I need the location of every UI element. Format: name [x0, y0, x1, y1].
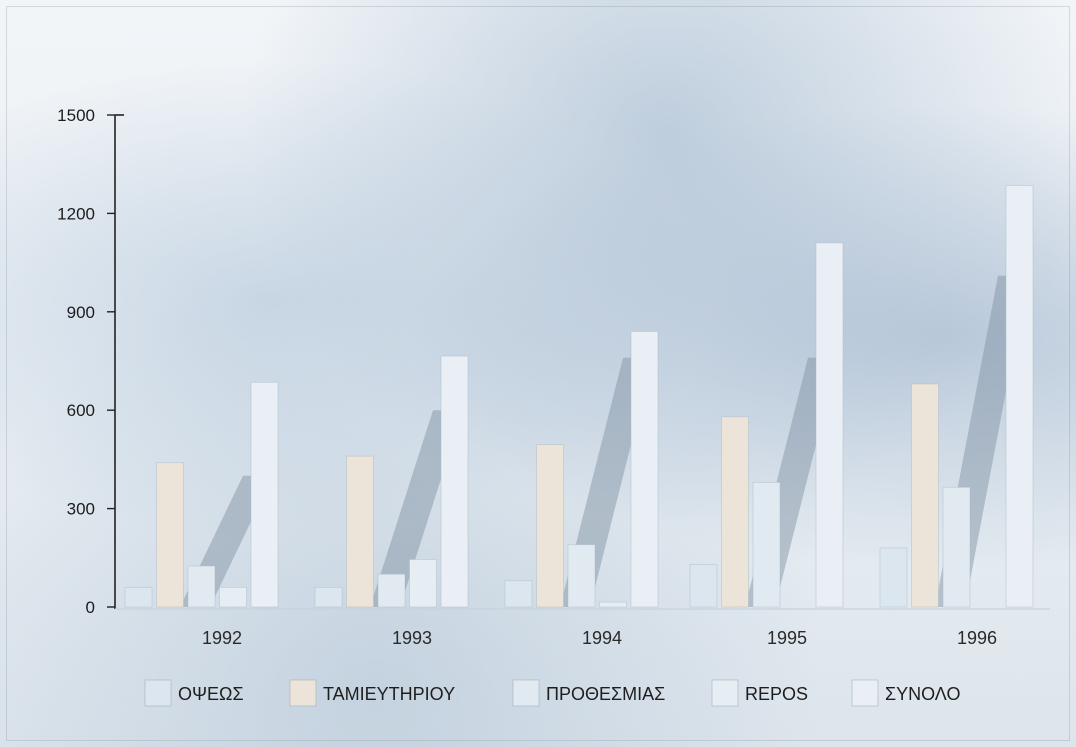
legend-label: ΣΥΝΟΛΟ [885, 684, 960, 704]
legend-label: ΟΨΕΩΣ [178, 684, 244, 704]
legend: ΟΨΕΩΣ ΤΑΜΙΕΥΤΗΡΙΟΥ ΠΡΟΘΕΣΜΙΑΣ REPOS ΣΥΝΟΛΟ [144, 679, 960, 707]
bar [124, 586, 153, 608]
legend-label: ΠΡΟΘΕΣΜΙΑΣ [546, 684, 665, 704]
y-axis: 0 300 600 900 1200 1500 [57, 106, 1050, 617]
legend-swatch [851, 679, 879, 707]
legend-label: REPOS [745, 684, 808, 704]
bar [219, 586, 247, 608]
bar [630, 331, 659, 608]
x-tick-label: 1995 [767, 628, 807, 648]
bar [567, 544, 596, 608]
bar [752, 481, 781, 608]
y-tick-label: 600 [67, 401, 95, 420]
bar [504, 580, 533, 608]
bar [721, 416, 749, 608]
bar [250, 381, 279, 608]
bar [440, 355, 469, 608]
page-border [6, 6, 1070, 741]
y-tick-label: 300 [67, 500, 95, 519]
y-tick-label: 900 [67, 303, 95, 322]
bar [942, 486, 971, 608]
bar [599, 601, 627, 608]
legend-swatch [144, 679, 172, 707]
bar [346, 455, 374, 608]
x-tick-label: 1994 [582, 628, 622, 648]
bar [156, 462, 184, 608]
x-tick-label: 1993 [392, 628, 432, 648]
bar [409, 559, 437, 608]
legend-swatch [512, 679, 540, 707]
bar [536, 444, 564, 608]
bar [187, 565, 216, 608]
legend-label: ΤΑΜΙΕΥΤΗΡΙΟΥ [323, 684, 455, 704]
x-tick-label: 1992 [202, 628, 242, 648]
bar [314, 586, 343, 608]
y-tick-label: 1200 [57, 204, 95, 223]
y-tick-label: 0 [86, 598, 95, 617]
x-tick-label: 1996 [957, 628, 997, 648]
x-axis-labels: 1992 1993 1994 1995 1996 [202, 628, 997, 648]
legend-swatch [711, 679, 739, 707]
legend-swatch [289, 679, 317, 707]
y-tick-label: 1500 [57, 106, 95, 125]
bar [689, 563, 718, 608]
bar [1005, 185, 1034, 608]
bars [124, 185, 1034, 608]
bar [815, 242, 844, 608]
decorative-band [370, 410, 463, 607]
bar [377, 573, 406, 608]
bar [879, 547, 908, 608]
bar [911, 383, 939, 608]
